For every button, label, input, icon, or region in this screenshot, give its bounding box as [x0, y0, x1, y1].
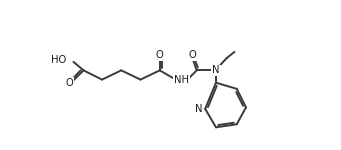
Text: N: N [212, 65, 220, 75]
Text: O: O [188, 50, 196, 60]
Text: N: N [195, 104, 203, 114]
Text: O: O [156, 50, 164, 60]
Text: NH: NH [174, 75, 189, 85]
Text: HO: HO [51, 55, 66, 65]
Text: O: O [66, 78, 74, 88]
